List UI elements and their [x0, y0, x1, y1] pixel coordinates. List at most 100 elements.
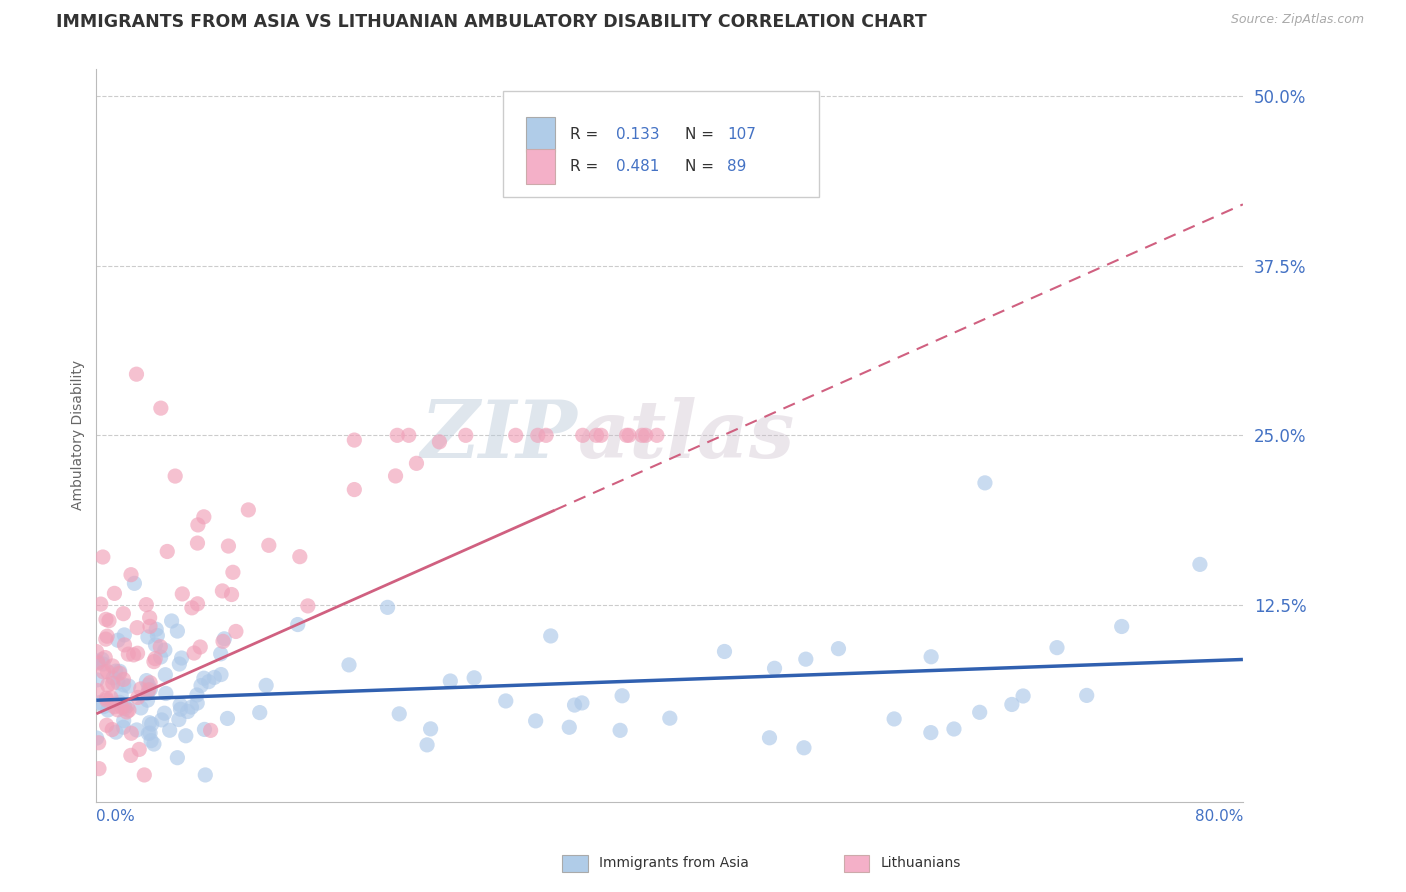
Text: 89: 89 — [727, 159, 747, 174]
Point — [94, 632, 117, 646]
Point — [101, 676, 124, 690]
Point — [343, 483, 366, 497]
Point — [169, 657, 191, 671]
Point — [114, 638, 136, 652]
Point — [186, 696, 208, 710]
Point — [112, 699, 135, 714]
Point — [384, 469, 406, 483]
Point — [631, 428, 654, 442]
Point — [217, 711, 239, 725]
Point — [169, 698, 191, 712]
Point — [120, 726, 142, 740]
Point — [93, 665, 115, 679]
Point — [98, 614, 121, 628]
Point — [117, 647, 139, 661]
Text: atlas: atlas — [578, 397, 796, 474]
Point — [139, 726, 162, 740]
Point — [1046, 640, 1069, 655]
Point — [86, 683, 108, 698]
Point — [142, 737, 165, 751]
Point — [214, 632, 236, 646]
Point — [149, 650, 172, 665]
Point — [439, 673, 461, 688]
Point — [222, 566, 245, 580]
Point — [136, 686, 159, 700]
Point — [114, 701, 136, 715]
Point — [105, 725, 128, 739]
Point — [86, 673, 108, 687]
Point — [202, 670, 225, 684]
Point — [125, 723, 148, 737]
Point — [188, 640, 211, 654]
Point — [108, 666, 131, 681]
Point — [257, 538, 280, 552]
Point — [942, 722, 965, 736]
Point — [174, 729, 197, 743]
Point — [136, 630, 159, 644]
Point — [155, 667, 177, 681]
Point — [87, 762, 110, 776]
Point — [211, 583, 233, 598]
Point — [104, 664, 127, 678]
Point — [159, 723, 181, 738]
Point — [100, 690, 122, 705]
Point — [139, 619, 162, 633]
Point — [225, 624, 247, 639]
Point — [571, 428, 593, 442]
Point — [96, 693, 118, 707]
Point — [150, 713, 173, 727]
Point — [609, 723, 631, 738]
Point — [186, 536, 208, 550]
Point — [86, 645, 108, 659]
Point — [221, 588, 243, 602]
Point — [86, 655, 108, 669]
Point — [101, 723, 124, 737]
Point — [194, 768, 217, 782]
Point — [416, 738, 439, 752]
Point — [108, 695, 131, 709]
Point — [169, 702, 191, 716]
Point — [183, 646, 205, 660]
Point — [1111, 619, 1133, 633]
Point — [1001, 698, 1024, 712]
Text: Lithuanians: Lithuanians — [880, 856, 960, 871]
Text: N =: N = — [685, 159, 713, 174]
FancyBboxPatch shape — [526, 117, 555, 153]
Point — [143, 651, 166, 665]
Point — [112, 628, 135, 642]
Point — [141, 717, 163, 731]
Point — [93, 699, 115, 714]
Point — [564, 698, 586, 712]
Text: R =: R = — [569, 159, 603, 174]
Point — [827, 641, 849, 656]
Point — [103, 699, 125, 714]
Point — [94, 650, 117, 665]
Text: R =: R = — [569, 127, 603, 142]
Point — [135, 598, 157, 612]
Point — [524, 714, 547, 728]
Point — [107, 675, 129, 690]
Point — [186, 688, 208, 702]
Point — [217, 539, 239, 553]
Point — [103, 586, 125, 600]
Point — [387, 428, 409, 442]
Point — [125, 367, 148, 381]
Point — [288, 549, 311, 564]
Point — [883, 712, 905, 726]
Point — [1012, 689, 1035, 703]
Point — [165, 469, 187, 483]
Point — [128, 742, 150, 756]
Text: 80.0%: 80.0% — [1195, 809, 1243, 824]
Point — [97, 703, 120, 717]
Point — [138, 678, 160, 692]
Text: 0.481: 0.481 — [616, 159, 659, 174]
Point — [249, 706, 271, 720]
Text: Source: ZipAtlas.com: Source: ZipAtlas.com — [1230, 13, 1364, 27]
Point — [87, 656, 110, 670]
Point — [134, 768, 156, 782]
Text: Immigrants from Asia: Immigrants from Asia — [599, 856, 749, 871]
Point — [200, 723, 222, 738]
Point — [495, 694, 517, 708]
Text: 0.133: 0.133 — [616, 127, 659, 142]
Point — [108, 665, 131, 679]
